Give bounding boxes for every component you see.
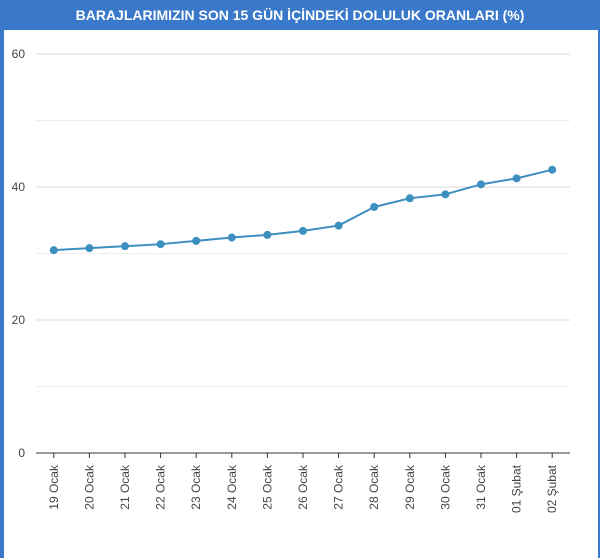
x-tick-label: 28 Ocak [367, 464, 381, 510]
data-point [121, 242, 129, 251]
y-tick-label: 20 [12, 313, 26, 327]
data-point [370, 202, 379, 211]
y-tick-label: 0 [18, 446, 25, 460]
x-tick-label: 24 Ocak [225, 464, 239, 510]
data-point [548, 165, 557, 174]
x-tick-label: 22 Ocak [154, 464, 168, 510]
y-tick-label: 60 [12, 47, 26, 61]
data-point [156, 240, 165, 249]
y-tick-label: 40 [12, 180, 26, 194]
data-point [299, 226, 307, 235]
data-point [49, 246, 58, 255]
x-tick-label: 01 Şubat [510, 464, 524, 513]
x-tick-label: 02 Şubat [545, 464, 559, 513]
data-point [477, 180, 485, 189]
x-tick-label: 21 Ocak [118, 464, 132, 510]
data-point [334, 221, 343, 230]
data-point [227, 233, 236, 242]
x-tick-label: 30 Ocak [438, 464, 452, 510]
data-point [192, 236, 201, 245]
x-tick-label: 26 Ocak [296, 464, 310, 510]
series-line [53, 168, 553, 252]
chart-title: BARAJLARIMIZIN SON 15 GÜN İÇİNDEKİ DOLUL… [0, 0, 600, 30]
x-tick-label: 27 Ocak [332, 464, 346, 510]
data-point [85, 244, 94, 253]
data-point [512, 174, 521, 183]
x-tick-label: 23 Ocak [189, 464, 203, 510]
data-point [263, 230, 272, 239]
data-point [441, 190, 450, 199]
x-tick-label: 25 Ocak [260, 464, 274, 510]
x-tick-label: 31 Ocak [474, 464, 488, 510]
x-tick-label: 19 Ocak [47, 464, 61, 510]
x-tick-label: 29 Ocak [403, 464, 417, 510]
x-tick-label: 20 Ocak [82, 464, 96, 510]
data-point [405, 194, 414, 203]
